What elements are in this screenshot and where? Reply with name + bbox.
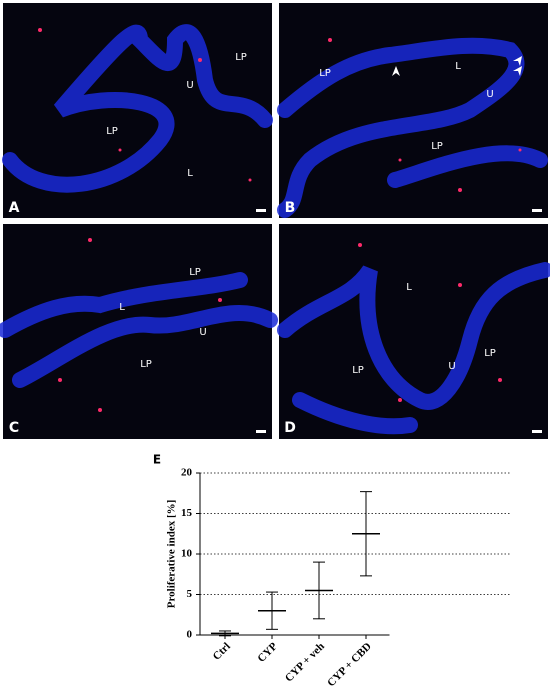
tissue-label: L bbox=[406, 282, 412, 293]
scale-bars bbox=[256, 209, 542, 433]
x-tick-label: CYP + veh bbox=[283, 640, 327, 684]
y-tick-label: 0 bbox=[187, 629, 193, 641]
tissue-label: U bbox=[186, 80, 193, 91]
x-tick-label: Ctrl bbox=[211, 640, 233, 662]
panel-letter: B bbox=[285, 200, 296, 216]
y-tick-label: 20 bbox=[181, 467, 193, 479]
arrowheads bbox=[392, 56, 522, 76]
panel-letter: D bbox=[284, 420, 296, 436]
tissue-label: LP bbox=[319, 68, 331, 79]
chart: E Proliferative index [%] 0 5 10 15 20 Ctrl CY… bbox=[153, 453, 510, 689]
y-tick-label: 15 bbox=[181, 507, 193, 519]
tissue-label: LP bbox=[189, 267, 201, 278]
tissue-label: L bbox=[455, 61, 461, 72]
tissue-label: L bbox=[119, 302, 125, 313]
panel-labels: A LP U LP L B LP L U LP C LP L U LP D L LP U LP bbox=[9, 52, 496, 436]
panel-letter: E bbox=[153, 453, 161, 467]
tissue-label: LP bbox=[140, 359, 152, 370]
panel-letter: C bbox=[9, 420, 19, 436]
tissue bbox=[0, 24, 550, 435]
y-tick-label: 10 bbox=[181, 548, 193, 560]
tissue-label: LP bbox=[431, 141, 443, 152]
tissue-label: L bbox=[187, 168, 193, 179]
micrographs bbox=[0, 3, 550, 439]
panel-b-image bbox=[279, 3, 548, 218]
tissue-label: LP bbox=[235, 52, 247, 63]
y-axis-label: Proliferative index [%] bbox=[166, 500, 178, 609]
panel-letter: A bbox=[9, 200, 20, 216]
stained-nuclei bbox=[38, 28, 522, 412]
tissue-label: U bbox=[448, 361, 455, 372]
x-tick-label: CYP bbox=[255, 640, 280, 665]
y-tick-label: 5 bbox=[187, 588, 193, 600]
x-tick-label: CYP + CBD bbox=[325, 640, 374, 689]
tissue-label: LP bbox=[352, 365, 364, 376]
tissue-label: U bbox=[486, 89, 493, 100]
tissue-label: U bbox=[199, 327, 206, 338]
tissue-label: LP bbox=[106, 126, 118, 137]
tissue-label: LP bbox=[484, 348, 496, 359]
